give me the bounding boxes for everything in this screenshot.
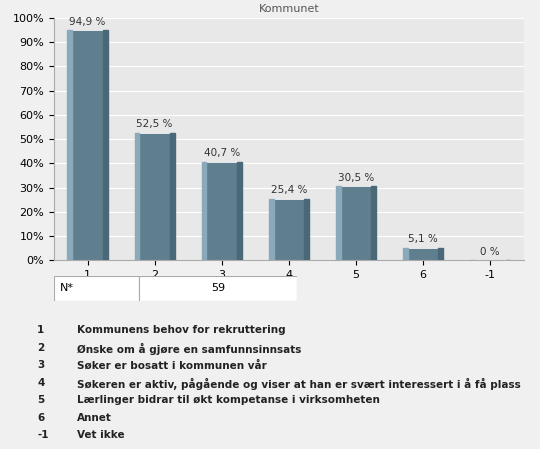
Bar	[403, 248, 408, 260]
Bar	[269, 199, 309, 260]
Text: 30,5 %: 30,5 %	[338, 173, 374, 183]
Bar	[372, 186, 376, 260]
Text: 3: 3	[37, 360, 44, 370]
Bar	[336, 186, 376, 260]
Text: 2: 2	[37, 343, 44, 352]
Text: Kommunens behov for rekruttering: Kommunens behov for rekruttering	[77, 325, 286, 335]
Text: -1: -1	[37, 430, 49, 440]
Bar	[201, 162, 206, 260]
Text: 4: 4	[37, 378, 44, 387]
Bar	[103, 31, 107, 260]
Text: Annet: Annet	[77, 413, 112, 423]
Bar	[304, 199, 309, 260]
Bar	[403, 248, 443, 260]
Text: Lærlinger bidrar til økt kompetanse i virksomheten: Lærlinger bidrar til økt kompetanse i vi…	[77, 395, 380, 405]
Text: 25,4 %: 25,4 %	[271, 185, 307, 195]
Bar	[68, 31, 107, 260]
Bar	[134, 133, 175, 260]
Bar	[237, 162, 242, 260]
Bar	[134, 133, 139, 260]
Text: Søkeren er aktiv, pågående og viser at han er svært interessert i å få plass: Søkeren er aktiv, pågående og viser at h…	[77, 378, 521, 390]
Bar	[139, 276, 297, 301]
Text: 5: 5	[37, 395, 44, 405]
Title: Kommunet: Kommunet	[259, 4, 319, 14]
Bar	[438, 248, 443, 260]
Text: 94,9 %: 94,9 %	[69, 17, 106, 26]
Text: Søker er bosatt i kommunen vår: Søker er bosatt i kommunen vår	[77, 360, 267, 370]
Text: 5,1 %: 5,1 %	[408, 234, 438, 244]
Text: 6: 6	[37, 413, 44, 423]
Text: 40,7 %: 40,7 %	[204, 148, 240, 158]
Text: Vet ikke: Vet ikke	[77, 430, 125, 440]
Bar	[68, 31, 72, 260]
Bar	[269, 199, 274, 260]
Text: N*: N*	[60, 283, 74, 294]
Text: 52,5 %: 52,5 %	[137, 119, 173, 129]
Text: 0 %: 0 %	[481, 247, 500, 257]
Text: 59: 59	[211, 283, 225, 294]
Bar	[201, 162, 242, 260]
Bar	[54, 276, 139, 301]
Text: Ønske om å gjøre en samfunnsinnsats: Ønske om å gjøre en samfunnsinnsats	[77, 343, 302, 355]
Bar	[170, 133, 175, 260]
Text: 1: 1	[37, 325, 44, 335]
Bar	[336, 186, 341, 260]
